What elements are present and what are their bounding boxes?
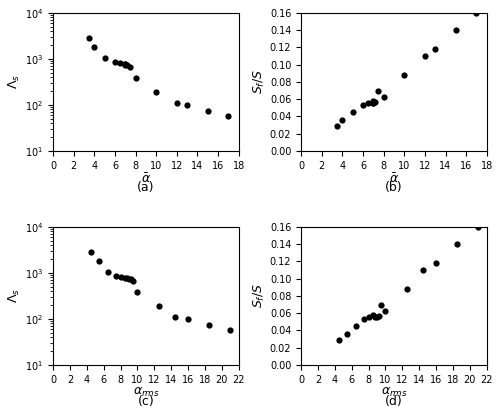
X-axis label: $\bar{\alpha}$: $\bar{\alpha}$ (141, 172, 151, 186)
Text: (b): (b) (385, 181, 402, 194)
X-axis label: $\alpha_{rms}$: $\alpha_{rms}$ (380, 386, 407, 399)
Y-axis label: $S_f/S$: $S_f/S$ (252, 284, 267, 309)
X-axis label: $\bar{\alpha}$: $\bar{\alpha}$ (389, 172, 399, 186)
Y-axis label: $S_f/S$: $S_f/S$ (252, 69, 267, 94)
Text: (c): (c) (138, 395, 154, 408)
X-axis label: $\alpha_{rms}$: $\alpha_{rms}$ (132, 386, 160, 399)
Y-axis label: $\Lambda_s$: $\Lambda_s$ (7, 74, 22, 89)
Text: (d): (d) (385, 395, 403, 408)
Y-axis label: $\Lambda_s$: $\Lambda_s$ (7, 289, 22, 304)
Text: (a): (a) (137, 181, 154, 194)
